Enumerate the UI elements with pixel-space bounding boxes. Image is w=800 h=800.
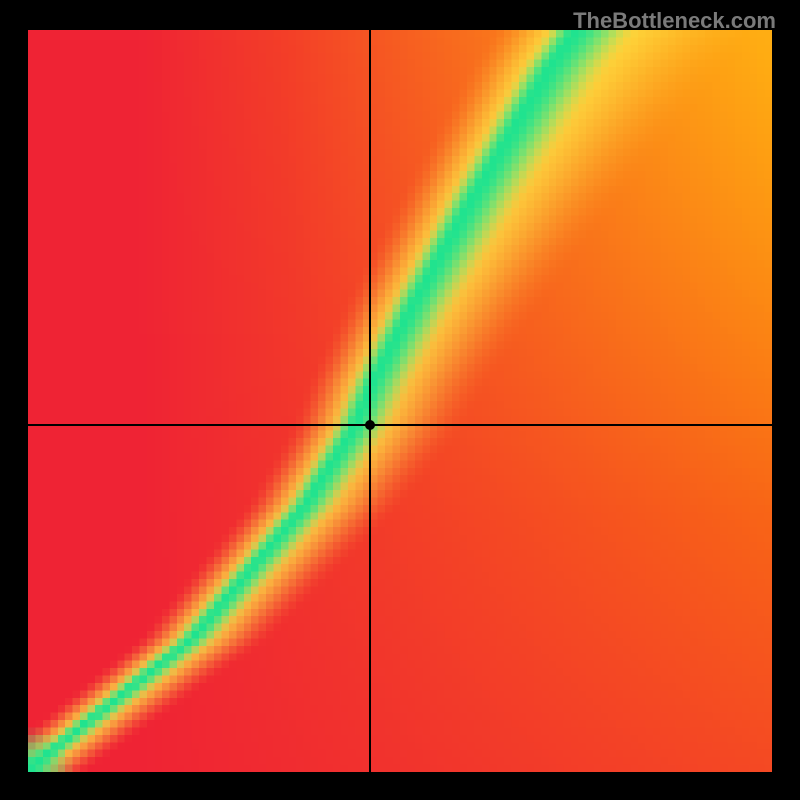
plot-area xyxy=(28,30,772,772)
heatmap-canvas xyxy=(28,30,772,772)
crosshair-horizontal xyxy=(28,424,772,426)
watermark-text: TheBottleneck.com xyxy=(573,8,776,34)
crosshair-vertical xyxy=(369,30,371,772)
figure-container: TheBottleneck.com xyxy=(0,0,800,800)
crosshair-marker xyxy=(365,420,375,430)
